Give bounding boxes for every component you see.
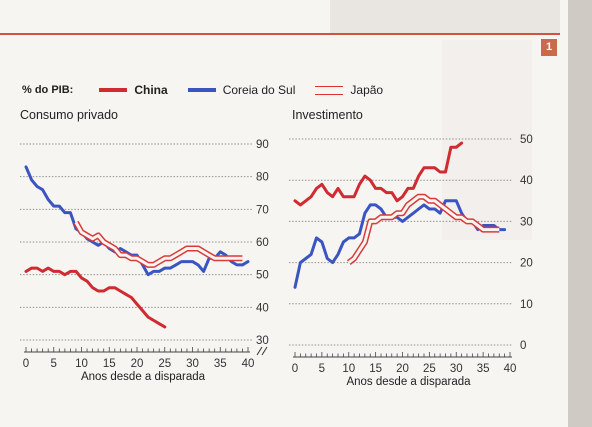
y-tick-label: 50 xyxy=(256,270,269,282)
series-line-japan-inner xyxy=(347,195,500,264)
x-tick-label: 5 xyxy=(51,358,57,370)
y-tick-label: 0 xyxy=(520,340,526,352)
legend-item-korea: Coreia do Sul xyxy=(187,83,296,97)
legend: % do PIB: China Coreia do Sul Japão xyxy=(22,82,403,98)
y-tick-label: 80 xyxy=(256,172,269,184)
y-tick-label: 90 xyxy=(256,139,269,151)
top-rule xyxy=(0,33,560,35)
legend-swatch-japan xyxy=(315,85,344,95)
y-tick-label: 30 xyxy=(520,216,533,228)
x-tick-label: 0 xyxy=(23,358,29,370)
legend-swatch-korea xyxy=(187,88,216,92)
y-tick-label: 50 xyxy=(520,134,533,146)
y-tick-label: 30 xyxy=(256,335,269,347)
legend-label-korea: Coreia do Sul xyxy=(222,83,296,97)
chart-number-badge: 1 xyxy=(541,39,557,56)
legend-label-china: China xyxy=(134,83,168,97)
panel-investimento: 0 10 20 30 40 50 0 5 10 15 20 25 30 35 40 Anos desde a … xyxy=(289,134,533,388)
x-tick-label: 35 xyxy=(477,363,490,375)
panel-title-consumo: Consumo privado xyxy=(20,108,118,122)
y-tick-label: 40 xyxy=(520,175,533,187)
y-tick-label: 40 xyxy=(256,302,269,314)
legend-item-japan: Japão xyxy=(315,83,383,97)
x-tick-label: 30 xyxy=(450,363,463,375)
x-tick-label: 25 xyxy=(423,363,436,375)
x-tick-label: 15 xyxy=(103,358,116,370)
panel-title-investimento: Investimento xyxy=(292,108,363,122)
series-line-china xyxy=(293,141,464,207)
x-tick-label: 20 xyxy=(131,358,144,370)
x-tick-label: 25 xyxy=(158,358,171,370)
y-tick-label: 70 xyxy=(256,204,269,216)
series-line-china xyxy=(24,266,167,329)
x-tick-label: 20 xyxy=(396,363,409,375)
legend-swatch-china xyxy=(99,88,128,92)
x-tick-label: 5 xyxy=(319,363,325,375)
x-tick-label: 35 xyxy=(214,358,227,370)
legend-lead: % do PIB: xyxy=(22,84,74,96)
x-tick-label: 15 xyxy=(369,363,382,375)
y-tick-label: 20 xyxy=(520,258,533,270)
x-tick-label: 30 xyxy=(186,358,199,370)
x-tick-label: 10 xyxy=(75,358,88,370)
axis-break-mark xyxy=(256,346,268,356)
x-tick-label: 0 xyxy=(292,363,298,375)
legend-item-china: China xyxy=(99,83,168,97)
x-tick-label: 10 xyxy=(342,363,355,375)
x-tick-label: 40 xyxy=(242,358,255,370)
legend-label-japan: Japão xyxy=(350,83,384,97)
x-axis-label: Anos desde a disparada xyxy=(346,376,471,388)
background-bleed xyxy=(330,0,560,33)
background-bleed xyxy=(442,40,532,240)
page-edge xyxy=(568,0,592,427)
x-tick-label: 40 xyxy=(504,363,517,375)
x-axis-label: Anos desde a disparada xyxy=(81,371,206,383)
y-tick-label: 10 xyxy=(520,299,533,311)
y-tick-label: 60 xyxy=(256,237,269,249)
series-line-japan-inner xyxy=(74,221,243,267)
